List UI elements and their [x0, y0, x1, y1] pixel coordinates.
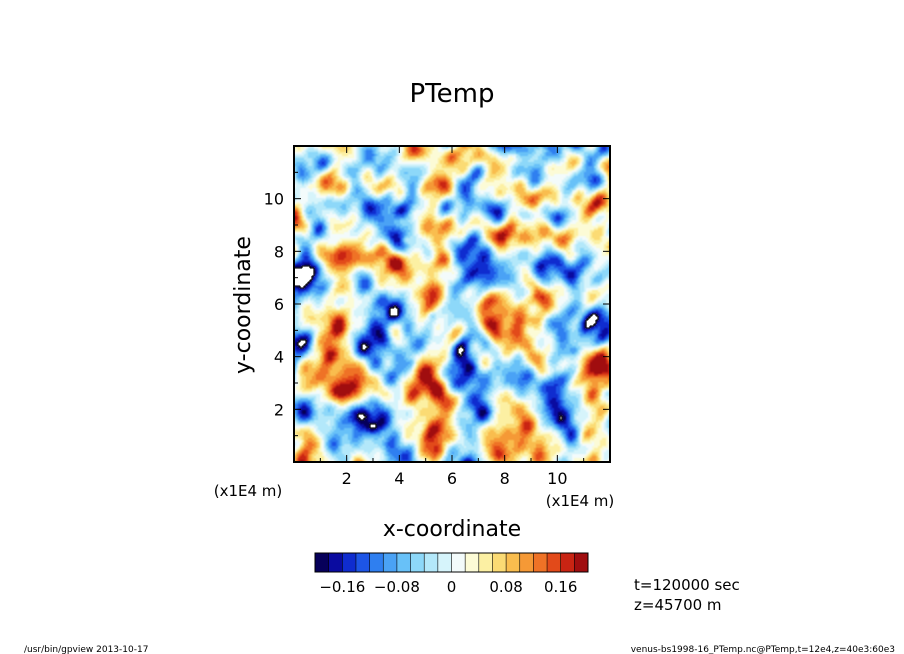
x-axis-unit: (x1E4 m) — [546, 492, 615, 510]
colorbar-swatch — [315, 553, 330, 572]
colorbar-swatch — [383, 553, 398, 572]
colorbar-tick-label: −0.16 — [319, 578, 365, 596]
colorbar-swatch — [465, 553, 480, 572]
x-tick-label: 10 — [547, 469, 567, 488]
x-tick-label: 8 — [500, 469, 510, 488]
colorbar-swatch — [492, 553, 507, 572]
contour-line — [294, 265, 599, 429]
y-tick-label: 6 — [274, 295, 284, 314]
colorbar-swatch — [560, 553, 575, 572]
ptemp-field-heatmap — [294, 146, 610, 462]
x-tick-label: 4 — [394, 469, 404, 488]
contour-lines — [294, 265, 599, 429]
colorbar-swatch — [533, 553, 548, 572]
colorbar-tick-label: 0.08 — [489, 578, 522, 596]
colorbar-swatch — [369, 553, 384, 572]
y-axis-ticks: 2 4 6 8 10 — [264, 171, 610, 437]
colorbar-swatch — [410, 553, 425, 572]
chart-title: PTemp — [410, 79, 495, 109]
time-annotation: t=120000 sec — [634, 576, 740, 594]
colorbar-swatch — [478, 553, 493, 572]
y-tick-label: 10 — [264, 190, 284, 209]
footer-left: /usr/bin/gpview 2013-10-17 — [24, 645, 148, 654]
colorbar-tick-label: 0.16 — [544, 578, 577, 596]
plot-area: 2 4 6 8 10 2 4 6 8 10 — [264, 145, 611, 488]
x-tick-label: 2 — [342, 469, 352, 488]
y-tick-label: 8 — [274, 242, 284, 261]
colorbar-tick-label: −0.08 — [374, 578, 420, 596]
colorbar-swatch — [574, 553, 589, 572]
colorbar-swatch — [437, 553, 452, 572]
colorbar-swatch — [506, 553, 521, 572]
colorbar-swatch — [396, 553, 411, 572]
colorbar-tick-labels: −0.16 −0.08 0 0.08 0.16 — [319, 578, 577, 596]
colorbar-swatch — [547, 553, 562, 572]
colorbar-swatch — [328, 553, 343, 572]
y-axis-label: y-coordinate — [231, 236, 256, 374]
x-axis-ticks: 2 4 6 8 10 — [319, 146, 585, 488]
y-axis-unit: (x1E4 m) — [214, 482, 283, 500]
y-tick-label: 4 — [274, 348, 284, 367]
x-tick-label: 6 — [447, 469, 457, 488]
x-axis-label: x-coordinate — [383, 517, 521, 542]
colorbar-swatch — [519, 553, 534, 572]
colorbar-swatch — [424, 553, 439, 572]
colorbar-swatch — [355, 553, 370, 572]
colorbar-swatch — [451, 553, 466, 572]
colorbar — [314, 552, 589, 573]
colorbar-frame — [314, 552, 589, 573]
footer-right: venus-bs1998-16_PTemp.nc@PTemp,t=12e4,z=… — [631, 645, 895, 654]
colorbar-tick-label: 0 — [447, 578, 457, 596]
y-tick-label: 2 — [274, 400, 284, 419]
height-annotation: z=45700 m — [634, 596, 722, 614]
colorbar-swatch — [342, 553, 357, 572]
